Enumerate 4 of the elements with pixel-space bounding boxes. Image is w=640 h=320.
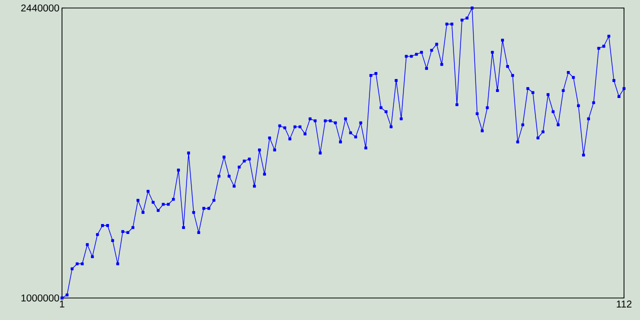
y-tick-label: 2440000	[21, 4, 60, 12]
y-tick-label: 1000000	[21, 294, 60, 302]
x-tick-label: 112	[616, 300, 632, 308]
x-tick-label: 1	[60, 300, 64, 308]
